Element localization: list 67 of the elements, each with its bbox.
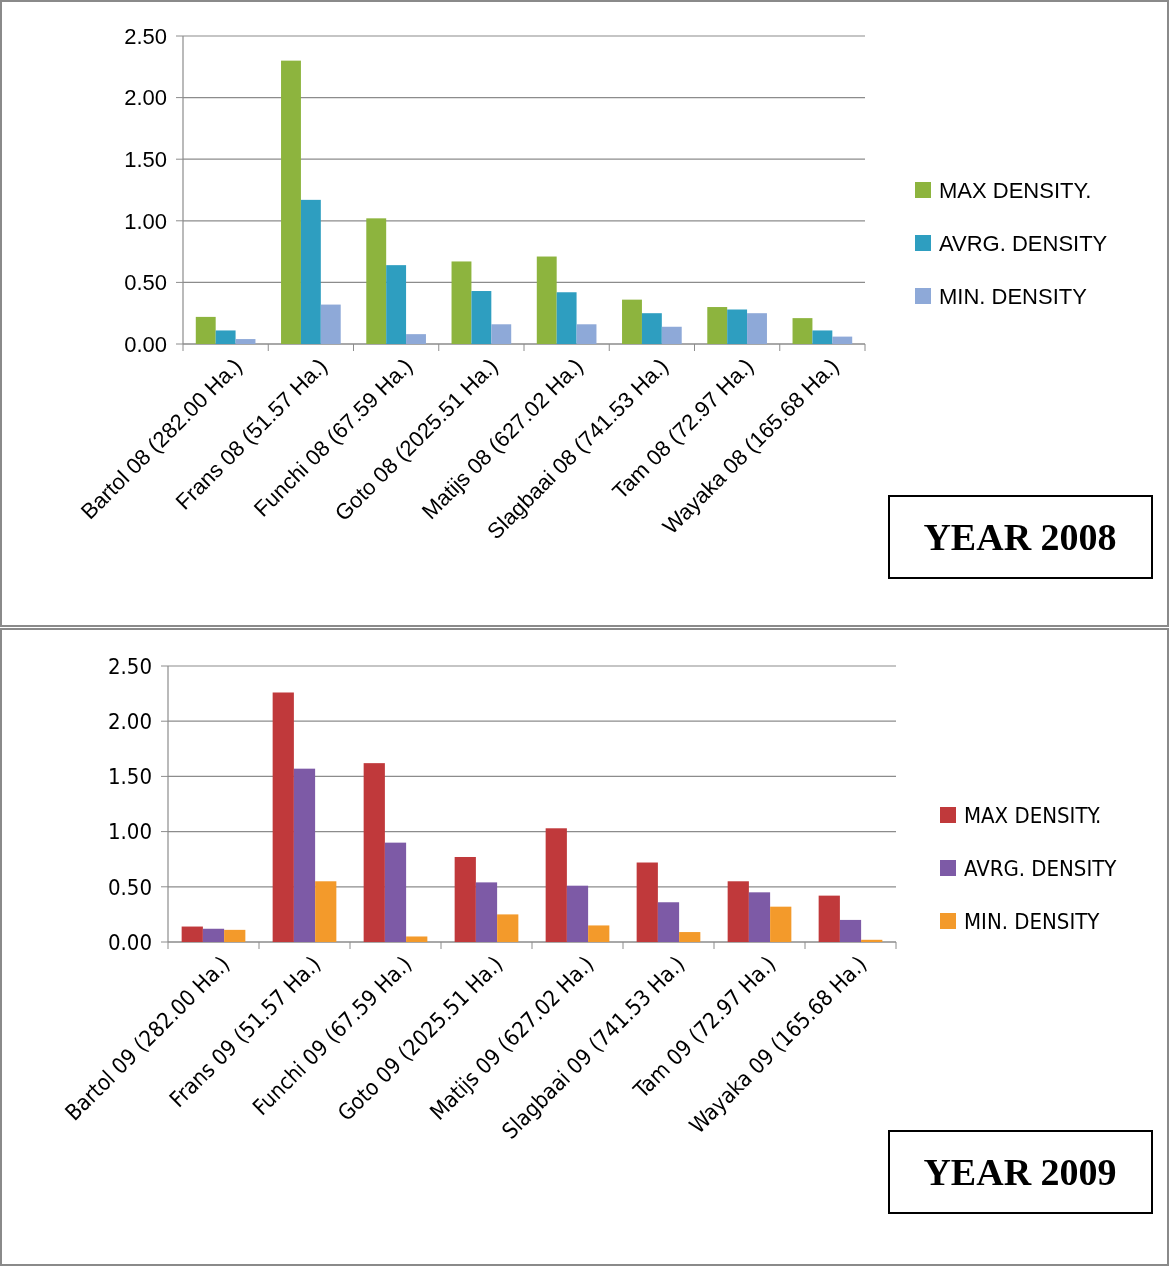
- bar: [451, 261, 472, 344]
- bar: [406, 334, 426, 344]
- y-tick-label: 0.50: [107, 874, 152, 900]
- bar: [792, 318, 813, 344]
- bar: [454, 856, 476, 942]
- bar: [386, 265, 407, 344]
- bar: [556, 292, 577, 344]
- bar: [679, 932, 701, 942]
- bar: [818, 895, 840, 942]
- bar: [281, 60, 301, 344]
- bar: [363, 763, 385, 942]
- bar: [545, 828, 567, 942]
- bar: [770, 906, 792, 942]
- bar: [727, 881, 749, 942]
- legend-label: MAX DENSITY.: [939, 177, 1092, 203]
- bar: [832, 336, 853, 344]
- bar: [491, 324, 512, 344]
- legend-label: AVRG. DENSITY: [964, 855, 1118, 881]
- legend-label: MIN. DENSITY: [964, 908, 1101, 934]
- bar: [536, 256, 557, 344]
- bar: [641, 313, 662, 344]
- bar: [839, 919, 862, 942]
- bar: [497, 914, 519, 942]
- bar: [293, 768, 316, 942]
- bar: [272, 692, 294, 942]
- y-tick-label: 0.00: [107, 929, 152, 955]
- bar: [320, 304, 341, 344]
- bar: [748, 892, 771, 942]
- y-tick-label: 0.00: [124, 331, 167, 357]
- bar: [622, 299, 642, 344]
- bar: [384, 842, 407, 942]
- y-tick-label: 1.50: [124, 146, 167, 172]
- bar: [202, 928, 225, 942]
- bar: [215, 330, 236, 344]
- text: YEAR 2008: [923, 516, 1117, 559]
- y-tick-label: 1.00: [107, 819, 152, 845]
- y-tick-label: 1.00: [124, 208, 167, 234]
- legend-label: AVRG. DENSITY: [939, 230, 1108, 256]
- bar: [707, 307, 728, 344]
- bar: [181, 926, 203, 942]
- bar: [812, 330, 833, 344]
- bar: [657, 902, 680, 942]
- bar: [727, 309, 748, 344]
- y-tick-label: 1.50: [107, 764, 152, 790]
- text: YEAR 2009: [923, 1151, 1117, 1194]
- bar: [566, 885, 589, 942]
- bar: [636, 862, 658, 942]
- bar: [661, 326, 682, 344]
- y-tick-label: 2.00: [107, 708, 152, 734]
- bar: [475, 882, 498, 942]
- bar: [315, 881, 337, 942]
- bar: [300, 199, 321, 344]
- y-tick-label: 2.50: [124, 23, 167, 49]
- bar: [224, 929, 246, 942]
- bar: [471, 291, 492, 344]
- bar: [195, 316, 216, 344]
- legend-label: MIN. DENSITY: [939, 283, 1088, 309]
- bar: [235, 339, 256, 344]
- bar: [406, 936, 428, 942]
- bar: [588, 925, 610, 942]
- bar: [576, 324, 597, 344]
- y-tick-label: 2.50: [107, 653, 152, 679]
- legend-label: MAX DENSITY.: [964, 802, 1102, 828]
- y-tick-label: 0.50: [124, 270, 167, 296]
- bar: [366, 218, 387, 344]
- y-tick-label: 2.00: [124, 85, 167, 111]
- bar: [747, 313, 767, 344]
